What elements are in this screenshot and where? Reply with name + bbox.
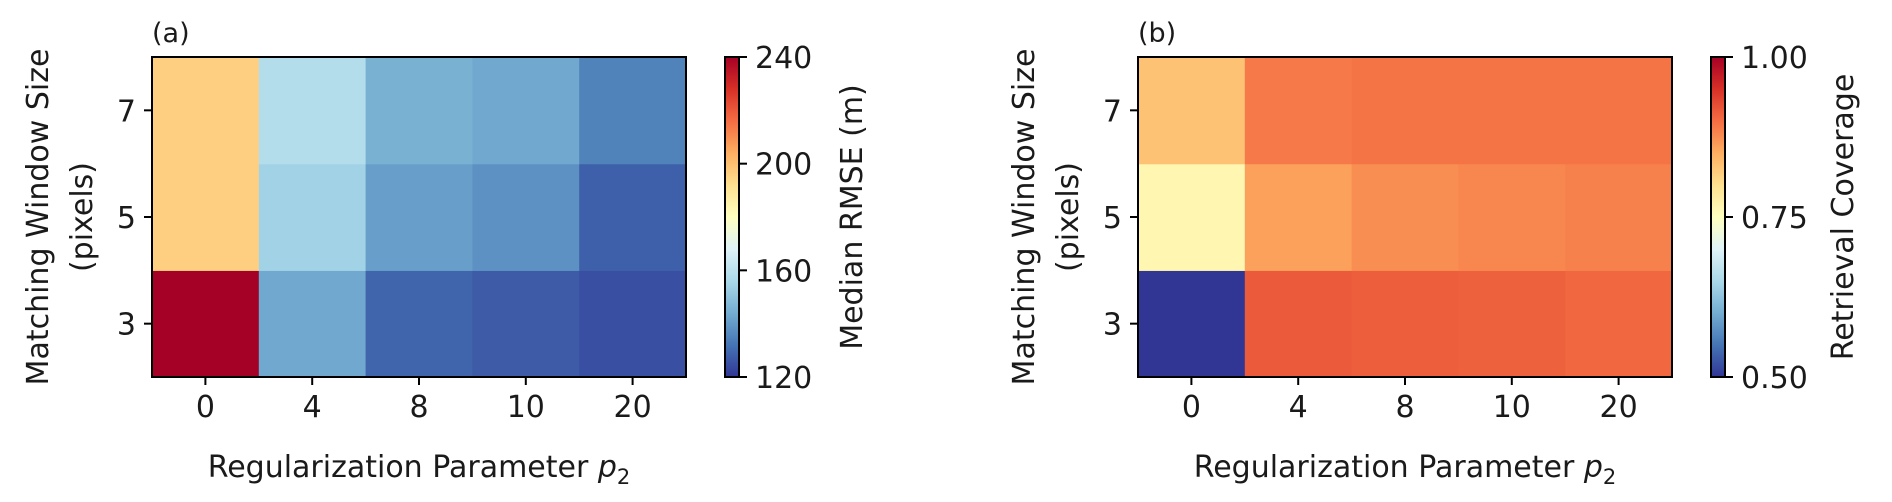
x-tick-label: 8 [409, 390, 428, 425]
y-tick-label: 7 [1103, 94, 1122, 129]
heatmap-cell [1138, 270, 1246, 378]
colorbar-tick-label: 160 [755, 254, 812, 289]
panel-label: (a) [152, 18, 190, 49]
y-axis-label: Matching Window Size [21, 49, 56, 386]
x-tick-label: 0 [1182, 390, 1201, 425]
y-tick-label: 3 [1103, 308, 1122, 343]
heatmap-cell [1351, 57, 1459, 165]
heatmap-cell [1458, 57, 1566, 165]
colorbar-label: Median RMSE (m) [835, 84, 870, 350]
x-tick-label: 20 [614, 390, 652, 425]
heatmap-cell [1138, 163, 1246, 271]
heatmap-cell [1458, 270, 1566, 378]
x-axis-label: Regularization Parameter p2 [1194, 450, 1617, 489]
y-axis-label-units: (pixels) [1051, 162, 1086, 272]
y-axis-label: Matching Window Size [1007, 49, 1042, 386]
heatmap-cell [365, 57, 473, 165]
colorbar-label: Retrieval Coverage [1826, 74, 1861, 361]
y-tick-label: 5 [117, 201, 136, 236]
colorbar-tick-label: 0.75 [1741, 201, 1808, 236]
y-axis-label-units: (pixels) [65, 162, 100, 272]
heatmap-cell [579, 57, 687, 165]
x-tick-label: 4 [1289, 390, 1308, 425]
heatmap-cell [258, 57, 367, 165]
heatmap-cell [1565, 270, 1673, 378]
colorbar-tick-label: 1.00 [1741, 41, 1808, 76]
heatmap-cell [579, 163, 687, 271]
x-tick-label: 4 [303, 390, 322, 425]
colorbar [724, 56, 740, 378]
heatmap-cell [472, 57, 580, 165]
heatmap-cell [1138, 57, 1246, 165]
heatmap-cell [1351, 270, 1459, 378]
colorbar-tick-label: 0.50 [1741, 361, 1808, 396]
x-tick-label: 0 [196, 390, 215, 425]
colorbar [1710, 56, 1726, 378]
heatmap-cell [152, 57, 260, 165]
heatmap-cell [1351, 163, 1459, 271]
heatmap-panel-a: 0 4 8 10 20 3 5 7 (a) Regularization Parameter p2… [21, 18, 870, 489]
heatmap-cell [1244, 270, 1353, 378]
heatmap-cell [1244, 163, 1353, 271]
heatmap-cell [579, 270, 687, 378]
colorbar-tick-label: 200 [755, 148, 812, 183]
heatmap-cell [365, 270, 473, 378]
x-tick-label: 8 [1395, 390, 1414, 425]
x-tick-label: 10 [1493, 390, 1531, 425]
heatmap-cell [472, 163, 580, 271]
heatmap-cell [152, 163, 260, 271]
y-tick-label: 3 [117, 308, 136, 343]
x-tick-label: 20 [1600, 390, 1638, 425]
colorbar-tick-label: 120 [755, 361, 812, 396]
y-tick-label: 7 [117, 94, 136, 129]
heatmap-cell [472, 270, 580, 378]
colorbar-tick-label: 240 [755, 41, 812, 76]
heatmap-cell [365, 163, 473, 271]
x-axis-label: Regularization Parameter p2 [208, 450, 631, 489]
heatmap-cell [1458, 163, 1566, 271]
y-tick-label: 5 [1103, 201, 1122, 236]
heatmap-cell [1244, 57, 1353, 165]
x-tick-label: 10 [507, 390, 545, 425]
heatmap-cell [1565, 57, 1673, 165]
panel-label: (b) [1138, 18, 1176, 49]
heatmap-panel-b: 0 4 8 10 20 3 5 7 (b) Regularization Parameter p2… [1007, 18, 1861, 489]
heatmap-cell [152, 270, 260, 378]
heatmap-cell [258, 270, 367, 378]
heatmap-cell [258, 163, 367, 271]
heatmap-cell [1565, 163, 1673, 271]
